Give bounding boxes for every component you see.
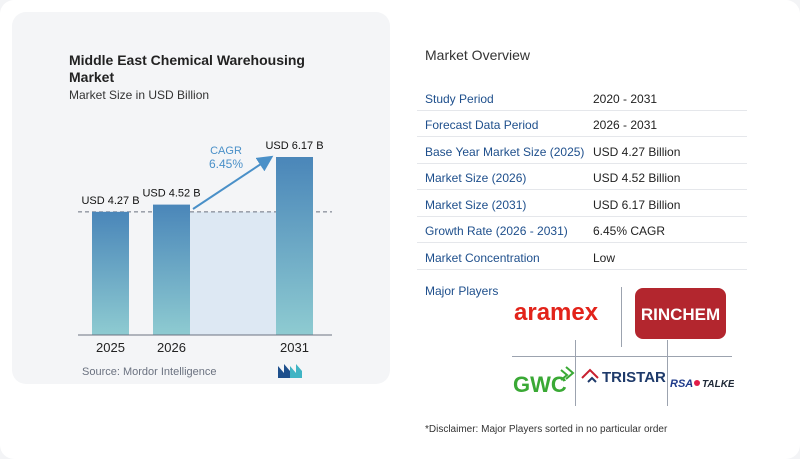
bar-value-label: USD 4.27 B xyxy=(81,195,139,207)
x-tick-label: 2026 xyxy=(157,340,186,355)
talke-logo-text: TALKE xyxy=(702,379,734,390)
aramex-logo-text: aramex xyxy=(514,299,599,326)
overview-row-label: Study Period xyxy=(425,92,494,106)
chart-subtitle: Market Size in USD Billion xyxy=(69,88,210,102)
overview-row: Market Size (2031) USD 6.17 Billion xyxy=(417,191,747,217)
overview-row-value: 6.45% CAGR xyxy=(593,224,666,238)
bar-2031 xyxy=(276,157,313,335)
x-tick-label: 2031 xyxy=(280,340,309,355)
overview-title: Market Overview xyxy=(425,47,531,63)
rinchem-logo-text: RINCHEM xyxy=(641,305,720,324)
tristar-logo-text: TRISTAR xyxy=(602,369,666,386)
overview-row: Growth Rate (2026 - 2031) 6.45% CAGR xyxy=(417,217,747,243)
overview-row-label: Base Year Market Size (2025) xyxy=(425,145,585,159)
overview-row: Study Period 2020 - 2031 xyxy=(417,85,747,111)
gwc-logo-text: GWC xyxy=(513,372,567,397)
cagr-label: CAGR xyxy=(210,145,242,157)
overview-row: Market Concentration Low xyxy=(417,244,747,270)
cagr-arrow xyxy=(192,155,274,210)
bar-2026 xyxy=(153,204,190,335)
overview-row-label: Market Size (2031) xyxy=(425,198,527,212)
overview-row-value: USD 4.27 Billion xyxy=(593,145,681,159)
aramex-logo: aramex xyxy=(514,299,599,326)
overview-row: Market Size (2026) USD 4.52 Billion xyxy=(417,164,747,190)
overview-row-label: Growth Rate (2026 - 2031) xyxy=(425,224,568,238)
overview-row: Base Year Market Size (2025) USD 4.27 Bil… xyxy=(417,138,747,164)
players-title: Major Players xyxy=(425,284,499,298)
disclaimer: *Disclaimer: Major Players sorted in no … xyxy=(425,424,668,435)
logo-divider xyxy=(621,287,622,347)
source-label: Source: Mordor Intelligence xyxy=(82,366,217,378)
rinchem-logo: RINCHEM xyxy=(635,288,726,339)
rsa-logo-text: RSA xyxy=(670,378,693,390)
overview-row-value: USD 6.17 Billion xyxy=(593,198,681,212)
overview-row-label: Market Size (2026) xyxy=(425,171,527,185)
bar-2025 xyxy=(92,211,129,335)
overview-row: Forecast Data Period 2026 - 2031 xyxy=(417,111,747,137)
overview-row-label: Forecast Data Period xyxy=(425,118,539,132)
chart-title: Middle East Chemical Warehousing Market xyxy=(69,52,305,85)
logo-divider xyxy=(575,340,576,406)
mordor-logo-icon xyxy=(278,364,302,378)
tristar-logo: TRISTAR xyxy=(581,368,666,386)
overview-row-value: 2020 - 2031 xyxy=(593,92,658,106)
bar-chart: USD 4.27 B 2025 USD 4.52 B 2026 USD 6.17 B 20… xyxy=(78,140,332,355)
overview-row-label: Market Concentration xyxy=(425,251,540,265)
bar-value-label: USD 6.17 B xyxy=(265,140,323,152)
overview-row-value: Low xyxy=(593,251,616,265)
rsa-talke-logo: RSA TALKE xyxy=(670,378,734,390)
gwc-logo: GWC xyxy=(513,366,575,397)
cagr-value: 6.45% xyxy=(209,157,243,171)
logo-divider xyxy=(667,340,668,406)
cagr-shade xyxy=(190,211,276,335)
bar-value-label: USD 4.52 B xyxy=(142,188,200,200)
x-tick-label: 2025 xyxy=(96,340,125,355)
logo-divider xyxy=(512,356,732,357)
overview-row-value: USD 4.52 Billion xyxy=(593,171,681,185)
overview-row-value: 2026 - 2031 xyxy=(593,118,658,132)
